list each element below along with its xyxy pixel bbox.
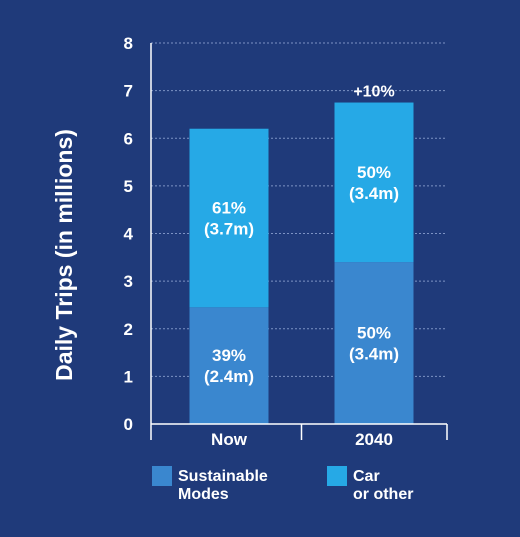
bar-data-label: 61%	[212, 199, 246, 218]
bar-segment	[189, 128, 269, 308]
y-tick-label: 1	[124, 367, 133, 386]
legend-label: Sustainable	[178, 468, 268, 485]
bar-data-label: (2.4m)	[204, 367, 254, 386]
legend-label: or other	[353, 486, 413, 503]
y-tick-label: 7	[124, 82, 133, 101]
bar-segment	[189, 307, 269, 424]
axes	[150, 43, 448, 440]
bar-annotation: +10%	[353, 84, 394, 101]
bar-data-label: (3.7m)	[204, 220, 254, 239]
legend-swatch	[152, 466, 172, 486]
bars	[189, 102, 414, 424]
y-tick-label: 3	[124, 272, 133, 291]
bar-segment	[334, 102, 414, 263]
x-tick-label: Now	[211, 430, 248, 449]
bar-data-label: 39%	[212, 346, 246, 365]
bar-segment	[334, 262, 414, 424]
y-tick-label: 8	[124, 34, 133, 53]
x-tick-label: 2040	[355, 430, 393, 449]
y-tick-label: 0	[124, 415, 133, 434]
legend-label: Modes	[178, 486, 229, 503]
legend-swatch	[327, 466, 347, 486]
legend-label: Car	[353, 468, 380, 485]
bar-data-label: 50%	[357, 163, 391, 182]
labels: 0 1 2 3 4 5 6 7 8 39% (2.4m) 61% (3.7m) Now 50% (3.4m) 5…	[124, 34, 400, 449]
bar-data-label: 50%	[357, 324, 391, 343]
bar-data-label: (3.4m)	[349, 345, 399, 364]
y-axis-label: Daily Trips (in millions)	[51, 129, 77, 381]
y-tick-label: 2	[124, 320, 133, 339]
bar-data-label: (3.4m)	[349, 184, 399, 203]
y-tick-label: 5	[124, 177, 133, 196]
y-tick-label: 6	[124, 129, 133, 148]
y-tick-label: 4	[124, 225, 134, 244]
